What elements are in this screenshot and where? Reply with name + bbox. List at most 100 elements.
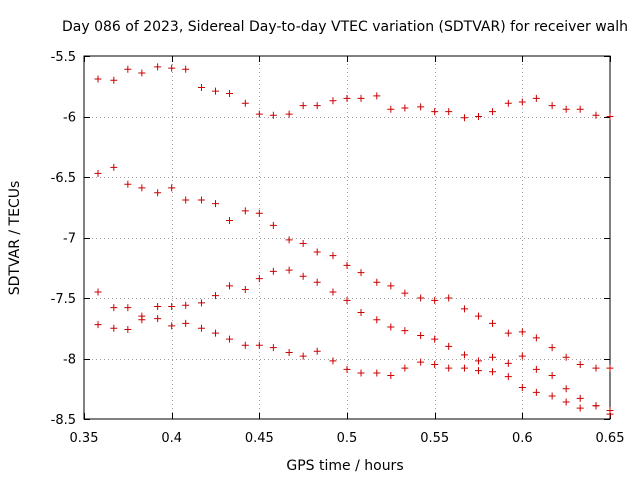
data-point bbox=[373, 369, 381, 377]
y-tick-label: -6 bbox=[63, 111, 76, 126]
grid-lines bbox=[84, 56, 610, 419]
data-point bbox=[226, 90, 234, 98]
y-tick-label: -7.5 bbox=[51, 292, 76, 307]
data-point bbox=[357, 269, 365, 277]
data-point bbox=[212, 292, 219, 300]
data-point bbox=[532, 334, 540, 342]
data-point bbox=[154, 63, 162, 71]
data-point bbox=[401, 104, 409, 112]
axis-ticks: 0.35 0.4 0.45 0.5 0.55 0.6 0.65 -5.5 -6 -6.5 -7 -7.… bbox=[51, 50, 625, 446]
data-point bbox=[518, 328, 526, 336]
series-3 bbox=[94, 266, 614, 415]
data-point bbox=[592, 402, 600, 410]
data-markers bbox=[94, 63, 614, 418]
data-point bbox=[197, 196, 205, 204]
data-point bbox=[489, 108, 497, 116]
data-point bbox=[313, 278, 321, 286]
data-point bbox=[313, 347, 321, 355]
data-point bbox=[94, 288, 102, 296]
data-point bbox=[168, 184, 176, 192]
data-point bbox=[475, 357, 482, 365]
data-point bbox=[504, 373, 512, 381]
data-point bbox=[489, 368, 497, 376]
data-point bbox=[460, 351, 468, 359]
x-tick-label: 0.6 bbox=[512, 431, 533, 446]
data-point bbox=[518, 384, 526, 392]
data-point bbox=[241, 99, 249, 107]
data-point bbox=[94, 169, 102, 177]
data-point bbox=[212, 200, 219, 208]
data-point bbox=[445, 294, 453, 302]
data-point bbox=[182, 319, 190, 327]
x-tick-label: 0.45 bbox=[245, 431, 274, 446]
data-point bbox=[475, 113, 482, 120]
data-point bbox=[138, 184, 146, 192]
x-tick-label: 0.65 bbox=[596, 431, 625, 446]
series-4 bbox=[94, 312, 614, 418]
data-point bbox=[431, 108, 439, 116]
data-point bbox=[373, 316, 381, 324]
x-tick-label: 0.35 bbox=[70, 431, 99, 446]
data-point bbox=[548, 392, 556, 400]
data-point bbox=[576, 394, 584, 402]
data-point bbox=[168, 302, 176, 310]
data-point bbox=[576, 361, 584, 369]
data-point bbox=[110, 324, 118, 332]
data-point bbox=[431, 335, 439, 343]
data-point bbox=[138, 69, 146, 77]
data-point bbox=[431, 296, 439, 304]
data-point bbox=[387, 371, 395, 379]
data-point bbox=[562, 353, 570, 361]
data-point bbox=[460, 364, 468, 372]
data-point bbox=[255, 341, 263, 349]
data-point bbox=[299, 352, 307, 360]
data-point bbox=[532, 388, 540, 396]
series-1 bbox=[94, 63, 614, 122]
data-point bbox=[576, 404, 584, 412]
data-point bbox=[329, 97, 337, 105]
data-point bbox=[445, 364, 453, 372]
data-point bbox=[343, 261, 351, 269]
data-point bbox=[417, 294, 425, 302]
data-point bbox=[343, 296, 351, 304]
data-point bbox=[576, 105, 584, 113]
data-point bbox=[518, 352, 526, 360]
data-point bbox=[154, 315, 162, 323]
data-point bbox=[299, 240, 307, 248]
data-point bbox=[445, 342, 453, 350]
data-point bbox=[241, 286, 249, 294]
data-point bbox=[504, 329, 512, 337]
x-tick-label: 0.55 bbox=[420, 431, 449, 446]
data-point bbox=[343, 365, 351, 373]
data-point bbox=[401, 364, 409, 372]
data-point bbox=[417, 358, 425, 366]
data-point bbox=[197, 83, 205, 91]
data-point bbox=[299, 272, 307, 280]
data-point bbox=[94, 75, 102, 83]
data-point bbox=[357, 309, 365, 317]
data-point bbox=[138, 312, 146, 320]
data-point bbox=[255, 110, 263, 118]
data-point bbox=[226, 335, 234, 343]
series-2 bbox=[94, 163, 614, 372]
data-point bbox=[387, 105, 395, 113]
data-point bbox=[475, 367, 482, 375]
data-point bbox=[329, 357, 337, 365]
data-point bbox=[285, 348, 293, 356]
data-point bbox=[329, 252, 337, 260]
data-point bbox=[269, 111, 277, 119]
data-point bbox=[401, 289, 409, 297]
data-point bbox=[592, 364, 600, 372]
data-point bbox=[504, 359, 512, 367]
data-point bbox=[417, 103, 425, 111]
data-point bbox=[255, 209, 263, 217]
data-point bbox=[592, 111, 600, 119]
data-point bbox=[241, 341, 249, 349]
data-point bbox=[168, 322, 176, 330]
data-point bbox=[241, 207, 249, 215]
data-point bbox=[489, 319, 497, 327]
data-point bbox=[489, 353, 497, 361]
x-axis-label: GPS time / hours bbox=[286, 458, 403, 474]
data-point bbox=[182, 301, 190, 309]
y-tick-label: -5.5 bbox=[51, 50, 76, 65]
